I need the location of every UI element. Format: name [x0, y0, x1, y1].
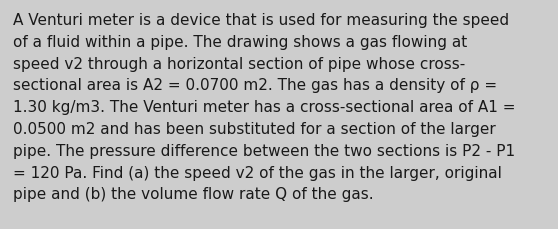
Text: sectional area is A2 = 0.0700 m2. The gas has a density of ρ =: sectional area is A2 = 0.0700 m2. The ga… — [13, 78, 497, 93]
Text: = 120 Pa. Find (a) the speed v2 of the gas in the larger, original: = 120 Pa. Find (a) the speed v2 of the g… — [13, 165, 502, 180]
Text: 0.0500 m2 and has been substituted for a section of the larger: 0.0500 m2 and has been substituted for a… — [13, 121, 496, 136]
Text: speed v2 through a horizontal section of pipe whose cross-: speed v2 through a horizontal section of… — [13, 56, 465, 71]
Text: pipe. The pressure difference between the two sections is P2 - P1: pipe. The pressure difference between th… — [13, 143, 515, 158]
Text: A Venturi meter is a device that is used for measuring the speed: A Venturi meter is a device that is used… — [13, 13, 509, 28]
Text: 1.30 kg/m3. The Venturi meter has a cross-sectional area of A1 =: 1.30 kg/m3. The Venturi meter has a cros… — [13, 100, 516, 115]
Text: pipe and (b) the volume flow rate Q of the gas.: pipe and (b) the volume flow rate Q of t… — [13, 187, 374, 202]
Text: of a fluid within a pipe. The drawing shows a gas flowing at: of a fluid within a pipe. The drawing sh… — [13, 35, 467, 50]
